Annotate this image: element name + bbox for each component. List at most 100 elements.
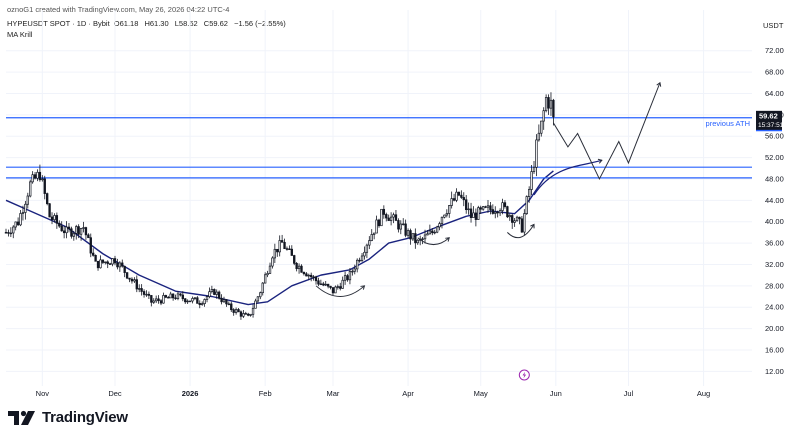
candle: [472, 206, 475, 218]
candle: [508, 213, 511, 221]
candle: [448, 204, 451, 218]
candle: [159, 299, 163, 306]
candle: [154, 295, 158, 304]
candle: [360, 252, 364, 262]
grid-lines: [6, 10, 752, 386]
candle: [479, 205, 482, 214]
candle: [169, 291, 172, 299]
event-marker-group: [518, 369, 530, 381]
candle: [503, 200, 507, 209]
candle: [53, 213, 56, 223]
candle: [460, 190, 463, 199]
candle: [273, 243, 277, 264]
candle: [409, 228, 412, 245]
indicator-legend[interactable]: MA Krill: [7, 30, 33, 39]
candle: [370, 229, 373, 242]
candle: [7, 229, 10, 237]
x-tick-label: Mar: [327, 389, 340, 398]
y-axis: 72.0068.0064.0060.0056.0052.0048.0044.00…: [765, 46, 784, 376]
candle: [213, 288, 216, 296]
candle: [397, 218, 400, 233]
candle: [162, 292, 165, 304]
candle: [171, 293, 175, 301]
candle: [19, 210, 22, 227]
consolidation-curve[interactable]: [533, 158, 603, 196]
candle: [125, 272, 129, 280]
candle: [329, 285, 332, 290]
candle: [82, 221, 85, 233]
projection-path[interactable]: [552, 81, 662, 181]
candle: [220, 294, 223, 305]
candle: [501, 198, 504, 215]
candle: [121, 259, 124, 268]
x-tick-label: Apr: [402, 389, 414, 398]
candle: [94, 254, 97, 262]
candle: [62, 225, 66, 239]
candle: [552, 98, 555, 126]
candle: [244, 311, 247, 315]
candle: [111, 258, 114, 267]
pattern-arc[interactable]: [507, 223, 535, 239]
candle: [247, 312, 250, 317]
candle: [33, 172, 37, 180]
candle: [421, 237, 424, 245]
tradingview-logo-icon: [8, 410, 35, 425]
y-tick-label: 24.00: [765, 303, 784, 312]
y-tick-label: 44.00: [765, 196, 784, 205]
candle: [414, 228, 417, 249]
candle: [210, 285, 214, 294]
candle: [297, 263, 301, 274]
candle: [140, 284, 143, 296]
candle: [404, 219, 407, 238]
x-tick-label: Jul: [624, 389, 634, 398]
candle: [26, 192, 29, 209]
symbol-legend[interactable]: HYPEUSDT SPOT · 1D · Bybit O61.18 H61.30…: [7, 19, 288, 28]
tradingview-logo-text: TradingView: [42, 408, 128, 426]
candle: [283, 238, 286, 250]
pattern-arc[interactable]: [315, 285, 366, 297]
price-currency[interactable]: USDT: [763, 21, 784, 30]
candle: [334, 285, 337, 294]
candle: [523, 209, 526, 236]
candle: [443, 214, 446, 219]
ohlc-close: C59.62: [203, 19, 228, 28]
candle: [215, 289, 218, 299]
candle: [167, 295, 170, 299]
candle: [230, 301, 233, 312]
candle: [58, 220, 61, 228]
candle: [455, 188, 458, 203]
candle: [457, 191, 461, 197]
candle: [75, 224, 78, 240]
candle: [511, 213, 514, 229]
candle: [462, 192, 465, 207]
candle: [41, 175, 44, 182]
candle: [135, 275, 138, 293]
candle: [358, 257, 361, 263]
candle: [234, 307, 238, 315]
candle: [128, 277, 131, 283]
event-marker-icon[interactable]: [518, 369, 530, 381]
pattern-arc[interactable]: [417, 237, 450, 246]
candle: [188, 300, 192, 303]
candle: [193, 297, 197, 301]
candle: [16, 217, 20, 226]
candle: [467, 202, 470, 215]
candle: [198, 300, 201, 309]
candle: [416, 238, 419, 245]
candle: [77, 224, 80, 239]
candle: [486, 200, 490, 213]
candle: [60, 221, 63, 232]
candle: [254, 298, 257, 309]
x-tick-label: Jun: [550, 389, 562, 398]
candle: [38, 164, 42, 182]
y-tick-label: 32.00: [765, 260, 784, 269]
candle: [445, 209, 448, 218]
candle: [96, 260, 100, 271]
candle: [547, 94, 550, 115]
candle: [259, 291, 262, 300]
tradingview-logo[interactable]: TradingView: [8, 407, 128, 427]
candle: [280, 234, 284, 243]
candle: [435, 225, 439, 234]
candle: [399, 220, 402, 235]
